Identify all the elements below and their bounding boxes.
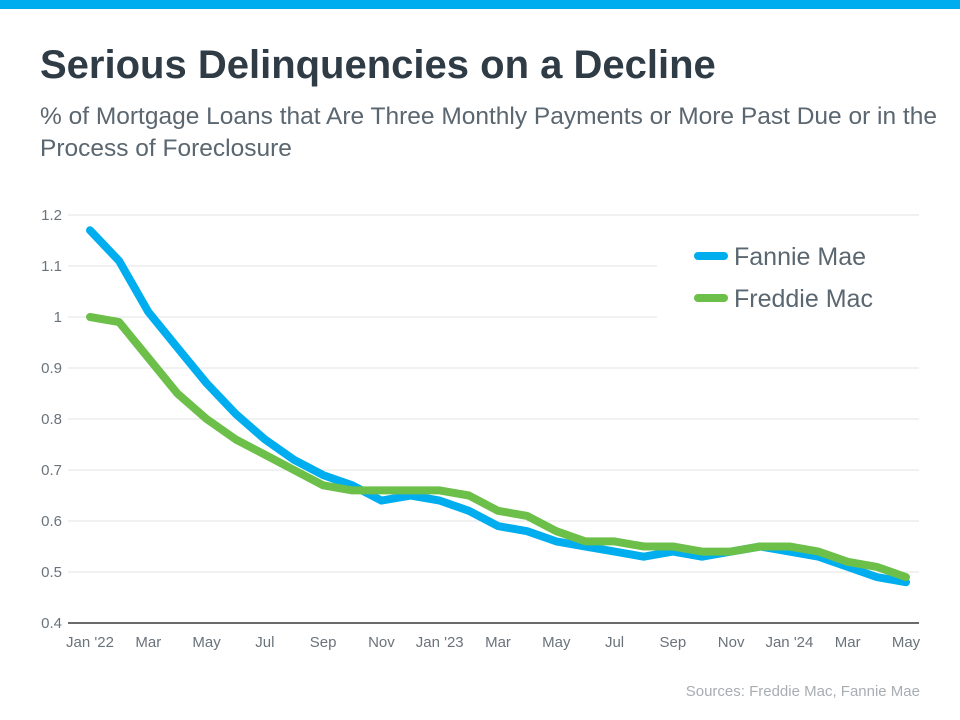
x-tick-label: May [542, 634, 571, 651]
x-tick-label: Jan '22 [66, 634, 114, 651]
x-tick-label: May [192, 634, 221, 651]
chart-title: Serious Delinquencies on a Decline [40, 43, 716, 87]
y-tick-label: 1 [54, 309, 62, 326]
legend: Fannie Mae Freddie Mac [657, 232, 919, 320]
top-accent-bar [0, 0, 960, 9]
legend-label: Fannie Mae [734, 243, 866, 271]
x-tick-label: Jan '23 [416, 634, 464, 651]
x-tick-label: Mar [135, 634, 161, 651]
x-tick-labels: Jan '22 Mar May Jul Sep Nov Jan '23 Mar May Jul Se… [66, 634, 921, 651]
chart-subtitle: % of Mortgage Loans that Are Three Month… [40, 103, 937, 162]
y-tick-label: 0.8 [41, 411, 62, 428]
y-tick-labels: 0.4 0.5 0.6 0.7 0.8 0.9 1 1.1 1.2 [41, 207, 62, 632]
y-tick-label: 0.5 [41, 564, 62, 581]
x-tick-label: Jul [255, 634, 274, 651]
y-tick-label: 0.9 [41, 360, 62, 377]
y-tick-label: 0.7 [41, 462, 62, 479]
y-tick-label: 1.2 [41, 207, 62, 224]
x-tick-label: Nov [718, 634, 745, 651]
legend-label: Freddie Mac [734, 285, 873, 313]
legend-background [657, 232, 919, 320]
y-tick-label: 0.6 [41, 513, 62, 530]
x-tick-label: Mar [835, 634, 861, 651]
x-tick-label: Jul [605, 634, 624, 651]
x-tick-label: May [892, 634, 921, 651]
y-tick-label: 1.1 [41, 258, 62, 275]
x-tick-label: Jan '24 [765, 634, 813, 651]
y-tick-label: 0.4 [41, 615, 62, 632]
x-tick-label: Nov [368, 634, 395, 651]
sources-note: Sources: Freddie Mac, Fannie Mae [685, 683, 920, 700]
series-lines [86, 226, 910, 587]
x-tick-label: Mar [485, 634, 511, 651]
series-line-freddie-mac [86, 313, 910, 582]
x-tick-label: Sep [310, 634, 337, 651]
x-tick-label: Sep [660, 634, 687, 651]
